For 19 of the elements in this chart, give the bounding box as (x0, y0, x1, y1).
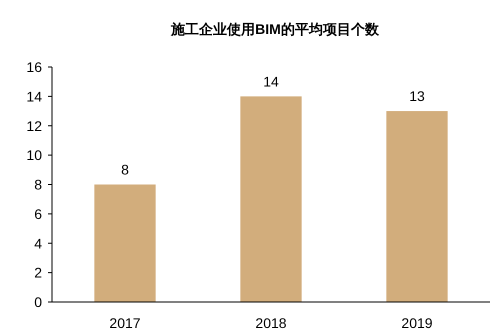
y-tick-label: 12 (26, 118, 42, 134)
bar (240, 96, 302, 302)
y-tick-label: 16 (26, 59, 42, 75)
bar (94, 184, 156, 302)
data-label: 14 (263, 73, 279, 90)
y-tick-label: 6 (34, 206, 42, 222)
x-tick-label: 2018 (255, 315, 287, 331)
y-tick-label: 10 (26, 147, 42, 164)
bar (386, 111, 448, 302)
y-tick-label: 2 (34, 264, 42, 281)
data-label: 8 (121, 162, 130, 178)
x-tick-label: 2017 (109, 315, 141, 331)
y-tick-label: 8 (34, 176, 42, 192)
y-tick-label: 0 (34, 294, 42, 310)
y-tick-label: 14 (26, 88, 42, 104)
data-label: 13 (409, 88, 425, 104)
chart-title: 施工企业使用BIM的平均项目个数 (170, 21, 380, 37)
x-tick-label: 2019 (401, 315, 433, 331)
y-tick-label: 4 (34, 235, 42, 252)
